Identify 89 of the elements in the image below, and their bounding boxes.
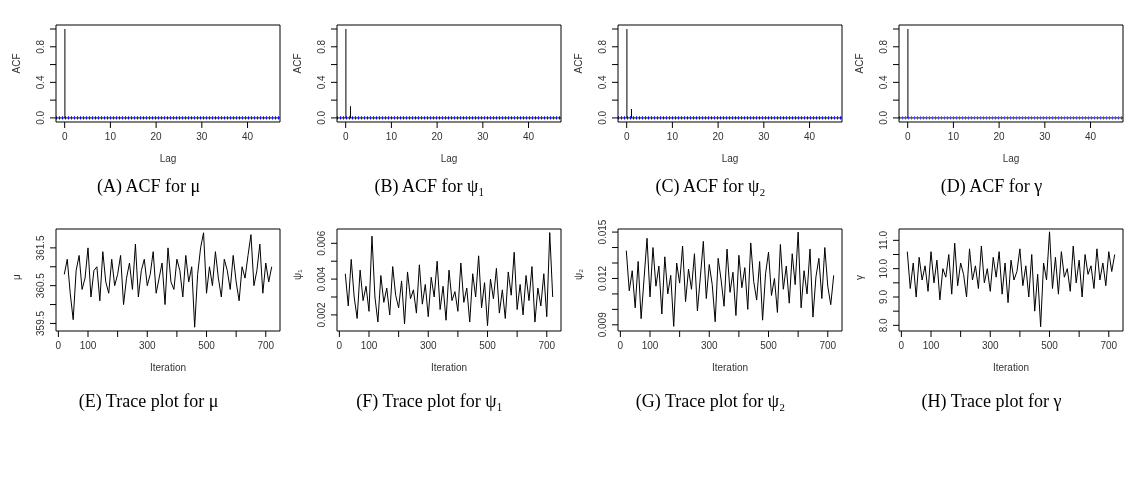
x-axis-title: Lag bbox=[440, 153, 458, 164]
y-axis-title: μ bbox=[10, 274, 22, 280]
x-tick-label: 100 bbox=[360, 340, 378, 351]
y-tick-label: 0.8 bbox=[878, 39, 889, 54]
x-tick-label: 40 bbox=[241, 131, 254, 142]
x-tick-label: 40 bbox=[1084, 131, 1097, 142]
x-tick-label: 30 bbox=[477, 131, 489, 142]
y-tick-label: 9.0 bbox=[878, 289, 889, 304]
x-tick-label: 100 bbox=[922, 340, 940, 351]
x-tick-label: 20 bbox=[431, 131, 444, 142]
x-axis-title: Iteration bbox=[711, 362, 749, 373]
text: (B) ACF for ψ₁ bbox=[374, 176, 485, 198]
y-tick-label: 0.4 bbox=[878, 74, 889, 90]
x-tick-label: 700 bbox=[538, 340, 556, 351]
y-tick-label: 0.0 bbox=[35, 110, 46, 125]
x-tick-label: 300 bbox=[138, 340, 157, 351]
y-tick-label: 0.0 bbox=[316, 110, 327, 125]
x-tick-label: 30 bbox=[196, 131, 208, 142]
y-tick-label: 360.5 bbox=[35, 272, 46, 299]
y-tick-label: 0.8 bbox=[316, 39, 327, 54]
x-axis-title: Lag bbox=[159, 153, 177, 164]
x-tick-label: 0 bbox=[617, 340, 624, 351]
x-tick-label: 10 bbox=[947, 131, 960, 142]
x-axis-title: Lag bbox=[721, 153, 739, 164]
y-axis-title: ψ₂ bbox=[572, 268, 584, 280]
x-tick-label: 700 bbox=[819, 340, 837, 351]
y-axis-title: ACF bbox=[853, 53, 865, 74]
y-axis-title: ACF bbox=[572, 53, 584, 74]
y-tick-label: 8.0 bbox=[878, 317, 889, 333]
y-tick-label: 0.8 bbox=[597, 39, 608, 54]
y-axis-title: ψ₁ bbox=[291, 268, 303, 280]
text: (F) Trace plot for ψ₁ bbox=[356, 391, 503, 413]
x-tick-label: 0 bbox=[898, 340, 905, 351]
x-axis-title: Iteration bbox=[149, 362, 187, 373]
x-tick-label: 20 bbox=[993, 131, 1006, 142]
x-axis-title: Lag bbox=[1002, 153, 1020, 164]
x-tick-label: 300 bbox=[700, 340, 719, 351]
x-tick-label: 0 bbox=[61, 131, 68, 142]
x-tick-label: 20 bbox=[150, 131, 163, 142]
y-tick-label: 0.012 bbox=[597, 265, 608, 291]
x-tick-label: 10 bbox=[666, 131, 679, 142]
x-tick-label: 500 bbox=[1041, 340, 1059, 351]
text: (G) Trace plot for ψ₂ bbox=[635, 391, 786, 413]
x-tick-label: 100 bbox=[641, 340, 659, 351]
x-tick-label: 10 bbox=[104, 131, 117, 142]
text: (C) ACF for ψ₂ bbox=[655, 176, 766, 198]
y-tick-label: 0.002 bbox=[316, 301, 327, 328]
x-tick-label: 30 bbox=[758, 131, 770, 142]
x-tick-label: 0 bbox=[336, 340, 343, 351]
x-tick-label: 20 bbox=[712, 131, 725, 142]
y-tick-label: 0.0 bbox=[878, 110, 889, 125]
text: (E) Trace plot for μ bbox=[78, 391, 219, 413]
y-tick-label: 0.006 bbox=[316, 230, 327, 256]
y-tick-label: 0.004 bbox=[316, 266, 327, 292]
x-tick-label: 500 bbox=[479, 340, 497, 351]
x-tick-label: 700 bbox=[257, 340, 275, 351]
y-axis-title: γ bbox=[853, 275, 865, 280]
x-axis-title: Iteration bbox=[992, 362, 1030, 373]
y-tick-label: 10.0 bbox=[878, 258, 889, 279]
y-axis-title: ACF bbox=[291, 53, 303, 74]
y-tick-label: 0.4 bbox=[316, 74, 327, 90]
x-tick-label: 40 bbox=[522, 131, 535, 142]
x-tick-label: 0 bbox=[55, 340, 62, 351]
x-tick-label: 0 bbox=[342, 131, 349, 142]
x-tick-label: 40 bbox=[803, 131, 816, 142]
x-tick-label: 500 bbox=[198, 340, 216, 351]
x-tick-label: 700 bbox=[1100, 340, 1118, 351]
x-tick-label: 30 bbox=[1039, 131, 1051, 142]
x-tick-label: 100 bbox=[79, 340, 97, 351]
text: (A) ACF for μ bbox=[96, 176, 201, 198]
y-tick-label: 0.4 bbox=[597, 74, 608, 90]
y-tick-label: 0.0 bbox=[597, 110, 608, 125]
text: (D) ACF for γ bbox=[940, 176, 1043, 198]
x-tick-label: 0 bbox=[904, 131, 911, 142]
y-tick-label: 359.5 bbox=[35, 310, 46, 336]
x-tick-label: 0 bbox=[623, 131, 630, 142]
y-tick-label: 0.015 bbox=[597, 219, 608, 245]
x-axis-title: Iteration bbox=[430, 362, 468, 373]
y-axis-title: ACF bbox=[10, 53, 22, 74]
y-tick-label: 361.5 bbox=[35, 234, 46, 261]
text: (H) Trace plot for γ bbox=[921, 391, 1062, 413]
y-tick-label: 0.4 bbox=[35, 74, 46, 90]
y-tick-label: 11.0 bbox=[878, 230, 889, 250]
x-tick-label: 300 bbox=[981, 340, 1000, 351]
x-tick-label: 300 bbox=[419, 340, 438, 351]
x-tick-label: 500 bbox=[760, 340, 778, 351]
y-tick-label: 0.009 bbox=[597, 311, 608, 338]
x-tick-label: 10 bbox=[385, 131, 398, 142]
y-tick-label: 0.8 bbox=[35, 39, 46, 54]
